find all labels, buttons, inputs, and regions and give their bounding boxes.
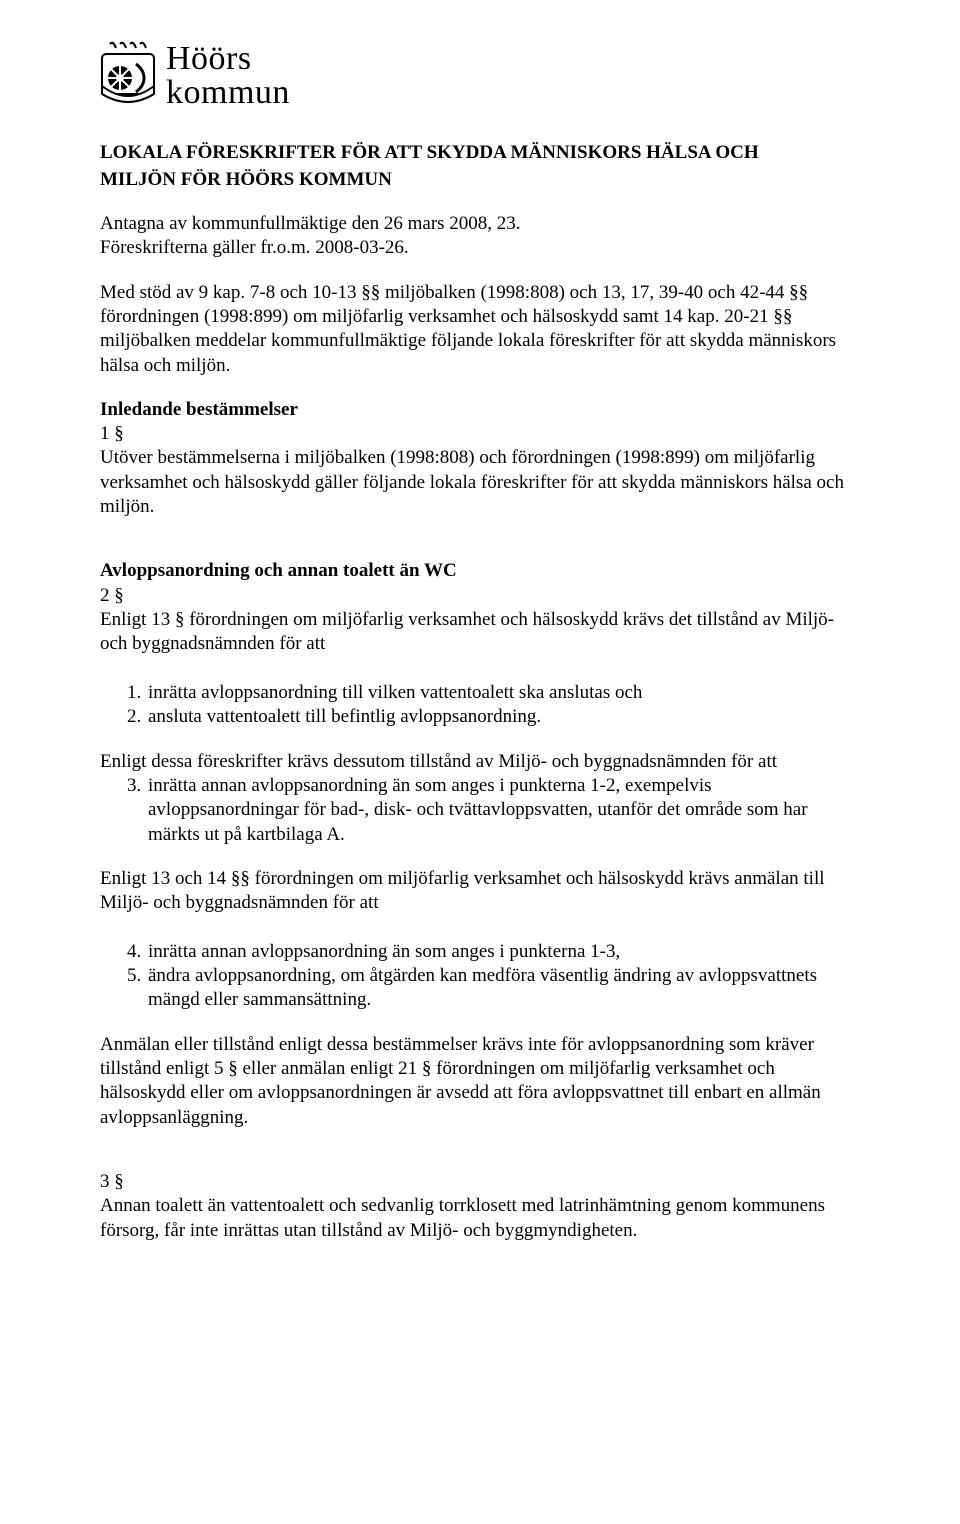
document-page: Höörs kommun LOKALA FÖRESKRIFTER FÖR ATT… <box>0 0 960 1524</box>
section1-body: Utöver bestämmelserna i miljöbalken (199… <box>100 446 860 519</box>
valid-from-line: Föreskrifterna gäller fr.o.m. 2008-03-26… <box>100 236 860 260</box>
coat-of-arms-icon <box>100 40 156 111</box>
section2-mid2: Enligt 13 och 14 §§ förordningen om milj… <box>100 867 860 916</box>
adopted-line: Antagna av kommunfullmäktige den 26 mars… <box>100 212 860 236</box>
list-item: inrätta annan avloppsanordning än som an… <box>146 774 860 847</box>
list-item: ansluta vattentoalett till befintlig avl… <box>146 705 860 729</box>
section2-list2: inrätta annan avloppsanordning än som an… <box>100 940 860 1013</box>
section2-heading: Avloppsanordning och annan toalett än WC <box>100 559 860 583</box>
doc-title-line1: LOKALA FÖRESKRIFTER FÖR ATT SKYDDA MÄNNI… <box>100 141 860 165</box>
section1-heading: Inledande bestämmelser <box>100 398 860 422</box>
list-item: ändra avloppsanordning, om åtgärden kan … <box>146 964 860 1013</box>
section1-number: 1 § <box>100 422 860 446</box>
wordmark-line1: Höörs <box>166 42 290 76</box>
section2-mid: Enligt dessa föreskrifter krävs dessutom… <box>100 750 860 774</box>
doc-title-line2: MILJÖN FÖR HÖÖRS KOMMUN <box>100 168 860 192</box>
municipality-wordmark: Höörs kommun <box>166 42 290 110</box>
intro-paragraph: Med stöd av 9 kap. 7-8 och 10-13 §§ milj… <box>100 281 860 378</box>
section2-list1: inrätta avloppsanordning till vilken vat… <box>100 681 860 730</box>
section3-body: Annan toalett än vattentoalett och sedva… <box>100 1194 860 1243</box>
section2-tail: Anmälan eller tillstånd enligt dessa bes… <box>100 1033 860 1130</box>
letterhead: Höörs kommun <box>100 40 860 111</box>
section3-number: 3 § <box>100 1170 860 1194</box>
section2-number: 2 § <box>100 584 860 608</box>
section2-list-item3: inrätta annan avloppsanordning än som an… <box>100 774 860 847</box>
section2-lead: Enligt 13 § förordningen om miljöfarlig … <box>100 608 860 657</box>
list-item: inrätta annan avloppsanordning än som an… <box>146 940 860 964</box>
wordmark-line2: kommun <box>166 76 290 110</box>
list-item: inrätta avloppsanordning till vilken vat… <box>146 681 860 705</box>
